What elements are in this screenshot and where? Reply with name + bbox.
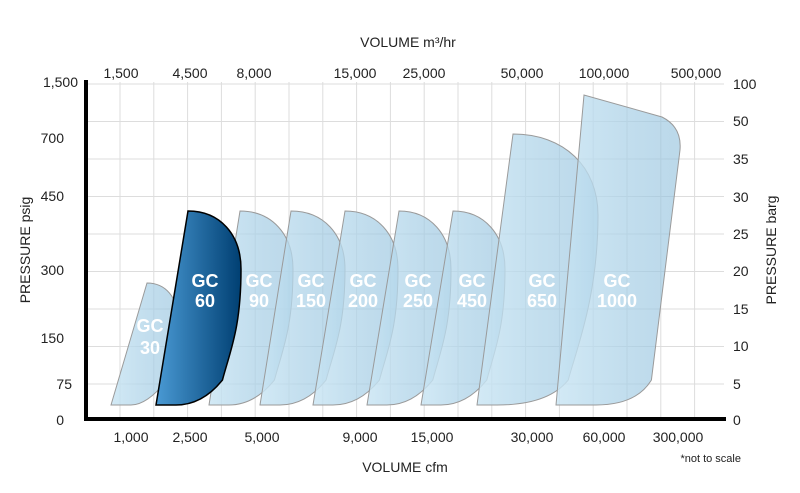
top-axis-tick: 50,000 xyxy=(501,65,544,81)
bottom-axis-tick: 300,000 xyxy=(653,429,704,445)
top-axis-title: VOLUME m³/hr xyxy=(360,34,456,50)
top-axis-tick: 25,000 xyxy=(403,65,446,81)
bottom-axis-tick: 15,000 xyxy=(411,429,454,445)
label-line1: GC xyxy=(604,271,631,291)
left-axis-tick: 700 xyxy=(41,130,65,146)
not-to-scale-note: *not to scale xyxy=(680,453,741,465)
label-line2: 30 xyxy=(140,338,160,358)
label-line1: GC xyxy=(137,316,164,336)
bottom-axis-tick: 1,000 xyxy=(113,429,148,445)
bottom-axis-tick: 30,000 xyxy=(511,429,554,445)
label-line2: 450 xyxy=(457,291,487,311)
right-axis-tick: 20 xyxy=(733,263,749,279)
top-axis-tick: 8,000 xyxy=(236,65,271,81)
bottom-axis-tick: 60,000 xyxy=(583,429,626,445)
envelopes: GC30GC90GC150GC200GC250GC450GC650GC1000G… xyxy=(110,94,681,406)
top-axis-tick: 1,500 xyxy=(103,65,138,81)
label-line1: GC xyxy=(298,271,325,291)
label-line2: 250 xyxy=(403,291,433,311)
right-axis-tick: 25 xyxy=(733,226,749,242)
envelope-60 xyxy=(155,210,242,406)
bottom-axis-title: VOLUME cfm xyxy=(362,459,448,475)
right-axis-tick: 15 xyxy=(733,301,749,317)
bottom-axis-tick: 9,000 xyxy=(342,429,377,445)
label-line2: 650 xyxy=(527,291,557,311)
top-axis-tick: 500,000 xyxy=(671,65,722,81)
left-axis-tick: 450 xyxy=(41,188,65,204)
right-axis-tick: 30 xyxy=(733,189,749,205)
label-line2: 90 xyxy=(249,291,269,311)
left-axis-tick: 300 xyxy=(41,262,65,278)
right-axis-tick: 50 xyxy=(733,113,749,129)
envelope-1000 xyxy=(555,94,681,406)
label-line2: 200 xyxy=(348,291,378,311)
label-line1: GC xyxy=(529,271,556,291)
axes xyxy=(84,80,726,421)
label-line1: GC xyxy=(192,271,219,291)
top-axis-tick: 100,000 xyxy=(579,65,630,81)
right-axis-tick: 5 xyxy=(733,376,741,392)
label-line1: GC xyxy=(350,271,377,291)
bottom-axis-tick: 2,500 xyxy=(172,429,207,445)
label-line1: GC xyxy=(405,271,432,291)
label-line1: GC xyxy=(246,271,273,291)
left-axis-tick: 75 xyxy=(56,376,72,392)
top-axis-tick: 15,000 xyxy=(334,65,377,81)
left-axis-tick: 150 xyxy=(41,330,65,346)
right-axis-title: PRESSURE barg xyxy=(763,196,779,305)
label-line2: 150 xyxy=(296,291,326,311)
right-axis-tick: 0 xyxy=(733,412,741,428)
right-axis-tick: 35 xyxy=(733,151,749,167)
left-axis-tick: 0 xyxy=(56,412,64,428)
label-line2: 60 xyxy=(195,291,215,311)
right-axis-tick: 100 xyxy=(733,76,757,92)
left-axis-title: PRESSURE psig xyxy=(17,197,33,304)
label-line1: GC xyxy=(459,271,486,291)
top-axis-tick: 4,500 xyxy=(172,65,207,81)
left-axis-tick: 1,500 xyxy=(43,74,78,90)
label-line2: 1000 xyxy=(597,291,637,311)
right-axis-tick: 10 xyxy=(733,338,749,354)
bottom-axis-tick: 5,000 xyxy=(244,429,279,445)
